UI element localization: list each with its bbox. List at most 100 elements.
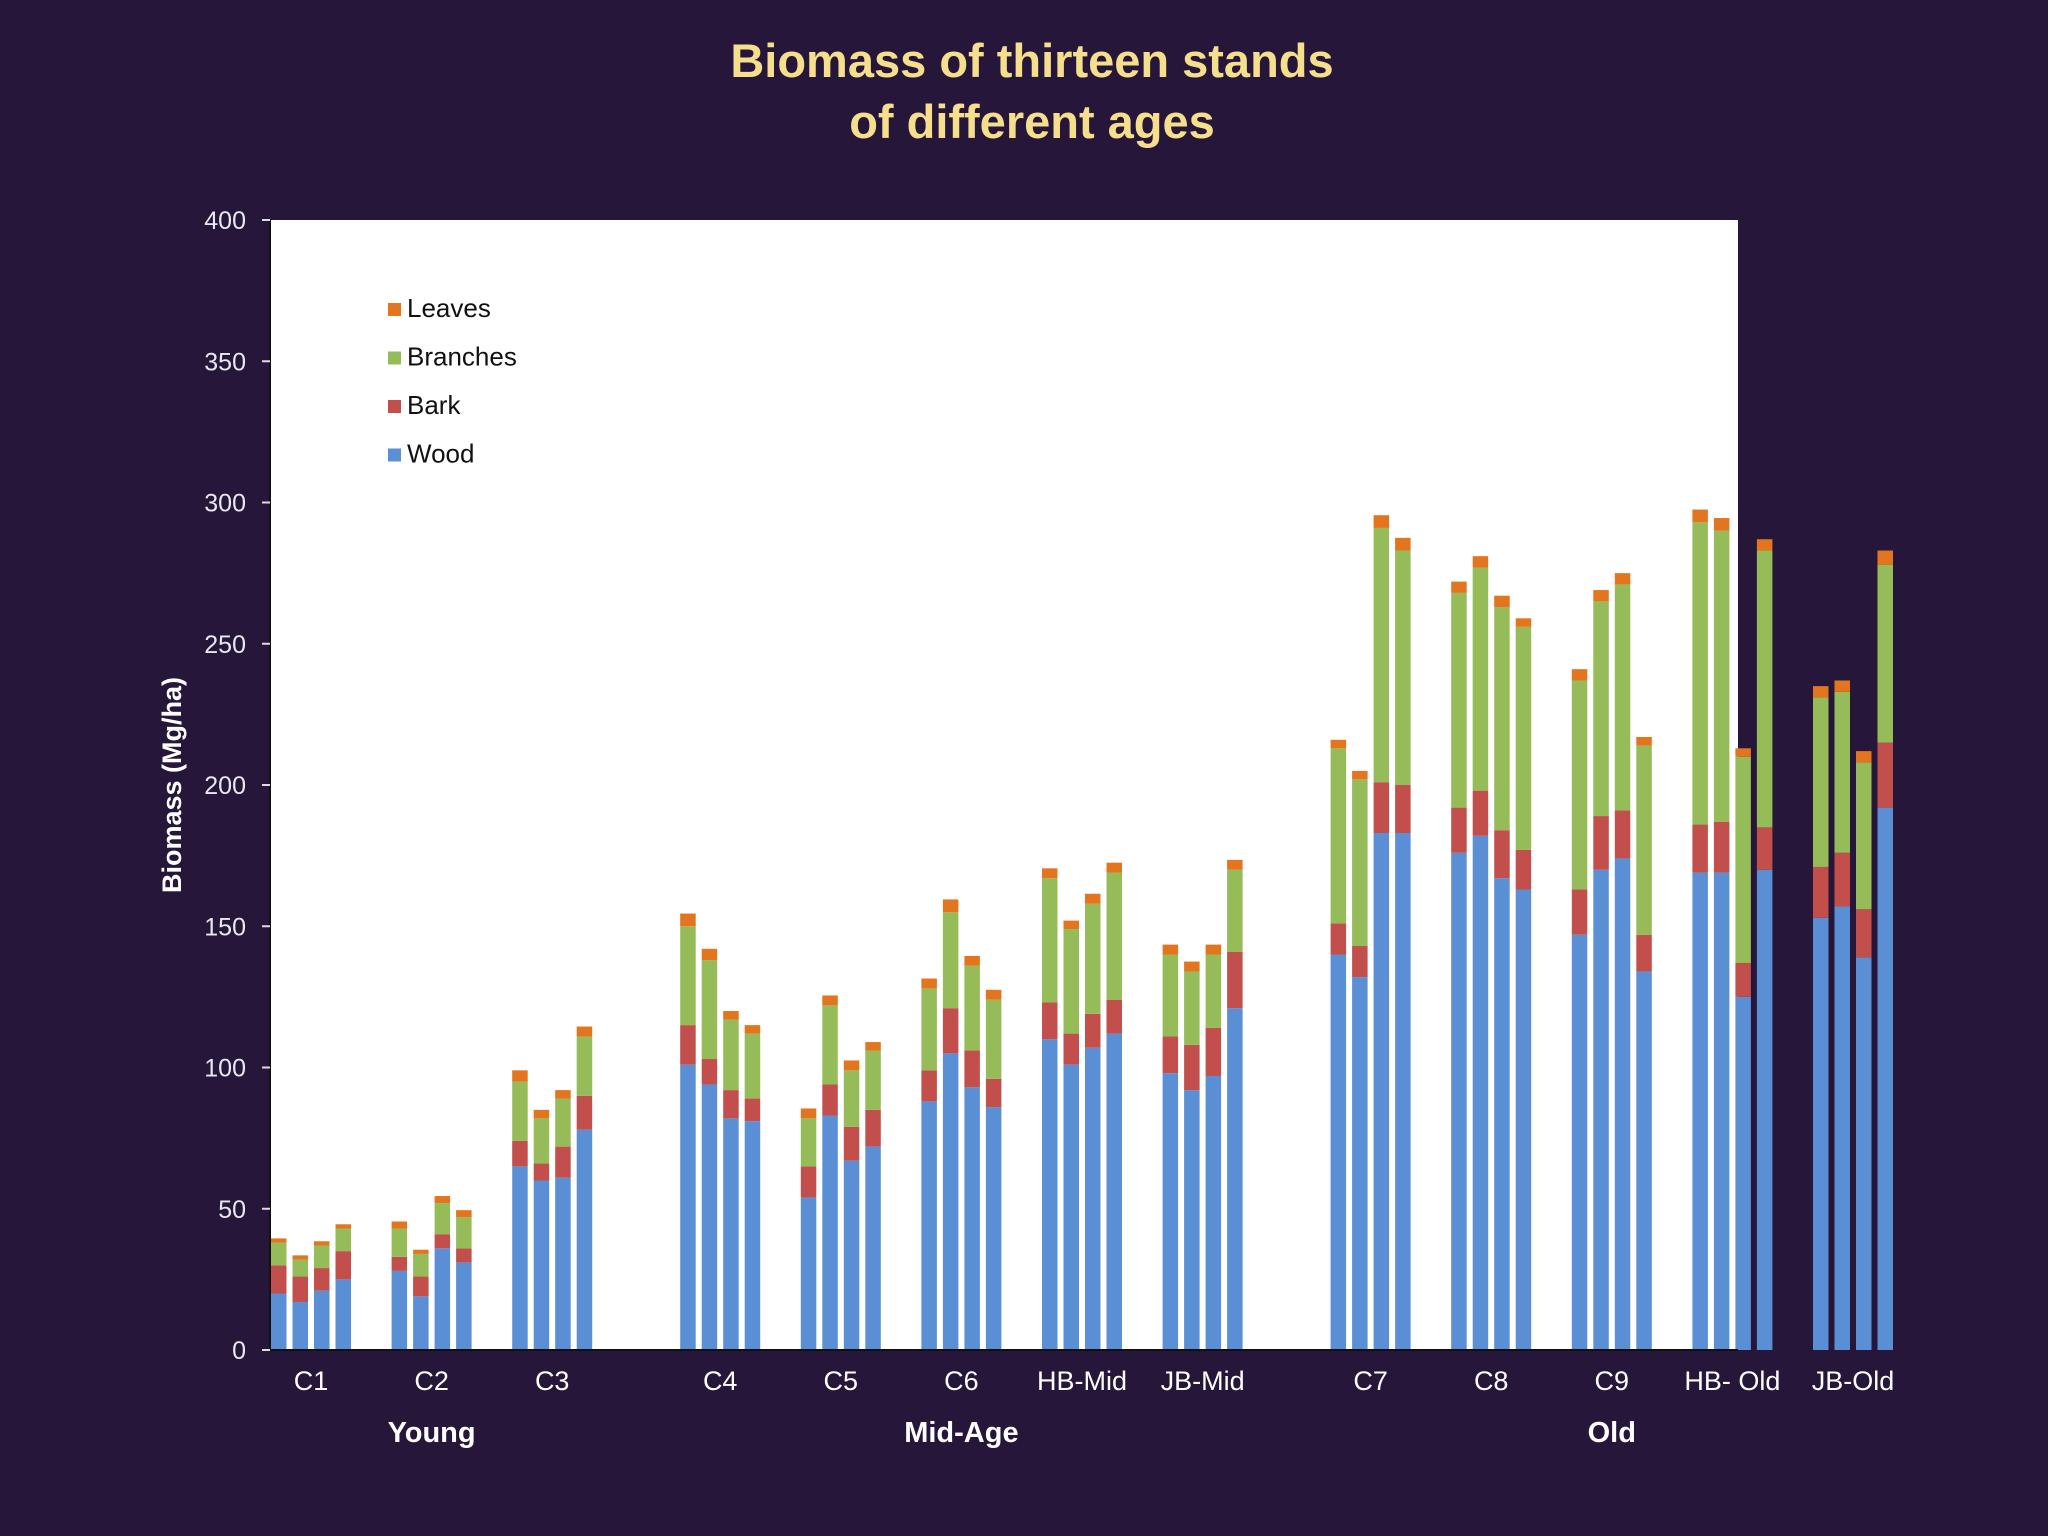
bar-segment-leaves <box>1692 509 1708 523</box>
bar-segment-bark <box>1042 1002 1058 1040</box>
bar-segment-wood <box>680 1064 696 1350</box>
legend-swatch <box>388 448 401 462</box>
bar-segment-branches <box>1472 567 1489 791</box>
bar-segment-bark <box>1451 807 1467 853</box>
bar-segment-leaves <box>1735 748 1751 757</box>
bar-segment-branches <box>1085 903 1101 1014</box>
bar-segment-branches <box>555 1098 571 1147</box>
y-tick-label: 300 <box>204 490 246 518</box>
bar-segment-leaves <box>1373 515 1390 528</box>
bar-segment-wood <box>335 1279 351 1350</box>
group-label: Old <box>1588 1417 1636 1449</box>
bar-segment-bark <box>1571 889 1588 935</box>
bar-segment-leaves <box>271 1238 287 1243</box>
x-tick-label: JB-Old <box>1812 1366 1895 1396</box>
bar-segment-leaves <box>1877 550 1893 565</box>
bar-segment-wood <box>985 1107 1002 1350</box>
legend-label: Wood <box>407 439 474 469</box>
bar-segment-leaves <box>1395 537 1411 551</box>
bar-segment-leaves <box>292 1255 308 1260</box>
x-tick-label: JB-Mid <box>1161 1366 1245 1396</box>
bar-segment-branches <box>1735 756 1751 963</box>
bar-segment-bark <box>555 1146 571 1178</box>
bar-segment-wood <box>1713 872 1730 1350</box>
bar-segment-wood <box>701 1084 718 1350</box>
bar-segment-leaves <box>843 1060 860 1071</box>
bar-segment-leaves <box>1636 736 1652 746</box>
bar-segment-branches <box>576 1036 593 1096</box>
bar-segment-branches <box>680 926 696 1026</box>
bar-segment-bark <box>1162 1036 1179 1074</box>
bar-segment-bark <box>701 1059 718 1085</box>
bar-segment-wood <box>1877 807 1893 1350</box>
bar-segment-leaves <box>942 899 959 913</box>
bar-segment-leaves <box>1713 518 1730 531</box>
bar-segment-bark <box>1184 1044 1200 1091</box>
x-tick-label: HB-Mid <box>1037 1366 1127 1396</box>
legend-label: Bark <box>407 390 461 420</box>
bar-segment-bark <box>985 1078 1002 1108</box>
bar-segment-wood <box>1451 852 1467 1350</box>
bar-segment-bark <box>865 1109 881 1147</box>
bar-segment-bark <box>1813 866 1829 918</box>
bar-segment-branches <box>533 1118 550 1164</box>
bar-segment-leaves <box>865 1042 881 1051</box>
x-tick-label: C5 <box>824 1366 859 1396</box>
y-tick-label: 50 <box>218 1196 246 1224</box>
group-labels: Young Mid-Age Old <box>388 1417 1636 1449</box>
bar-segment-branches <box>1834 691 1850 853</box>
title-line-1: Biomass of thirteen stands <box>730 34 1334 87</box>
bar-segment-bark <box>1205 1027 1222 1076</box>
bar-segment-branches <box>1515 626 1532 850</box>
bar-segment-bark <box>723 1090 739 1119</box>
bar-segment-wood <box>1373 833 1390 1350</box>
bar-segment-bark <box>413 1276 429 1297</box>
bar-segment-wood <box>1834 906 1850 1350</box>
bar-segment-leaves <box>723 1011 739 1020</box>
bar-segment-leaves <box>434 1196 451 1204</box>
bar-segment-bark <box>434 1234 451 1249</box>
bar-segment-bark <box>335 1251 351 1280</box>
bar-segment-bark <box>271 1265 287 1294</box>
bar-segment-wood <box>1227 1008 1243 1350</box>
bar-segment-wood <box>800 1197 817 1350</box>
bar-segment-bark <box>1756 827 1773 870</box>
bar-segment-wood <box>865 1146 881 1350</box>
bar-segment-bark <box>800 1166 817 1198</box>
bar-segment-branches <box>1593 601 1609 817</box>
bar-segment-wood <box>1395 833 1411 1350</box>
y-tick-label: 100 <box>204 1055 246 1083</box>
y-tick-label: 250 <box>204 631 246 659</box>
bar-segment-branches <box>1106 872 1122 1000</box>
bar-segment-branches <box>1042 878 1058 1003</box>
bar-segment-wood <box>1352 977 1368 1350</box>
bar-segment-leaves <box>964 955 980 966</box>
bar-segment-branches <box>335 1228 351 1252</box>
bar-segment-wood <box>1042 1039 1058 1350</box>
y-tick-label: 350 <box>204 348 246 376</box>
bar-segment-wood <box>456 1262 472 1350</box>
bar-segment-branches <box>1451 592 1467 808</box>
bar-segment-leaves <box>921 978 937 989</box>
bar-segment-wood <box>1756 869 1773 1350</box>
bar-segment-leaves <box>1515 618 1532 627</box>
group-label: Mid-Age <box>904 1417 1018 1449</box>
bar-segment-wood <box>822 1115 838 1350</box>
bar-segment-wood <box>1636 971 1652 1350</box>
bar-segment-bark <box>576 1095 593 1130</box>
bar-segment-wood <box>1162 1073 1179 1350</box>
bar-segment-leaves <box>701 948 718 961</box>
bar-segment-leaves <box>1451 581 1467 593</box>
bar-segment-bark <box>1352 946 1368 978</box>
x-tick-label: C2 <box>414 1366 449 1396</box>
x-tick-label: C9 <box>1595 1366 1630 1396</box>
bar-segment-branches <box>942 912 959 1009</box>
bar-segment-branches <box>865 1050 881 1110</box>
y-tick-label: 150 <box>204 913 246 941</box>
bar-segment-bark <box>1636 934 1652 972</box>
bar-segment-bark <box>1395 785 1411 834</box>
bar-segment-branches <box>1162 954 1179 1037</box>
bar-segment-wood <box>1593 869 1609 1350</box>
bar-segment-bark <box>921 1070 937 1102</box>
